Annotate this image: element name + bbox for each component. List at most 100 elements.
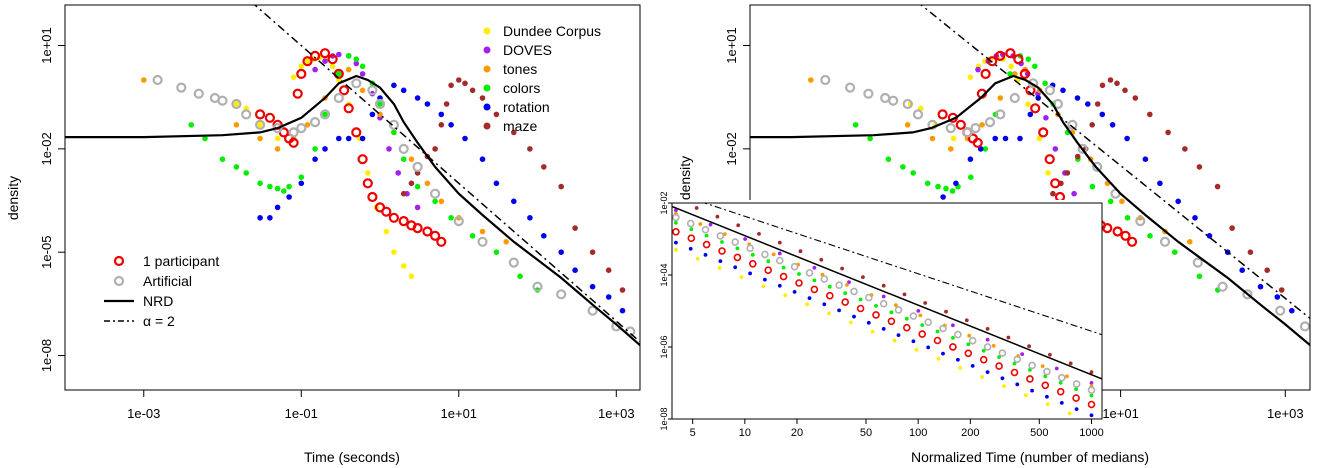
data-point	[443, 101, 450, 107]
y-tick-label: 1e-08	[39, 339, 54, 372]
data-point	[896, 333, 901, 337]
data-point	[310, 116, 321, 128]
data-point	[1316, 328, 1322, 336]
data-point	[219, 156, 226, 162]
data-point	[688, 246, 693, 251]
data-point	[257, 122, 263, 128]
data-point	[911, 339, 916, 344]
data-point	[1052, 146, 1059, 152]
data-point	[395, 170, 402, 176]
data-point	[1025, 56, 1032, 62]
left-x-axis-label: Time (seconds)	[304, 449, 400, 465]
data-point	[766, 259, 771, 264]
legend-marker	[483, 122, 491, 130]
data-point	[611, 321, 622, 332]
data-point	[718, 259, 723, 263]
data-point	[1012, 361, 1017, 366]
data-point	[910, 170, 916, 176]
data-point	[1043, 367, 1051, 376]
data-point	[462, 135, 468, 142]
data-point	[1206, 233, 1213, 239]
data-point	[605, 294, 612, 300]
data-point	[241, 109, 252, 120]
data-point	[970, 123, 981, 134]
data-point	[257, 135, 263, 142]
data-point	[926, 345, 931, 350]
data-point	[231, 98, 242, 110]
data-point	[967, 333, 972, 338]
data-point	[414, 95, 421, 101]
data-point	[717, 266, 722, 270]
data-point	[783, 293, 788, 298]
data-point	[807, 296, 812, 300]
data-point	[956, 357, 960, 362]
data-point	[1007, 71, 1013, 77]
data-point	[369, 111, 376, 118]
data-point	[735, 246, 740, 251]
data-point	[948, 146, 954, 152]
data-point	[1092, 161, 1103, 172]
data-point	[1058, 380, 1063, 385]
data-point	[424, 180, 431, 187]
data-point	[858, 297, 863, 302]
inset-plot-marks	[672, 203, 1102, 418]
data-point	[391, 249, 397, 255]
data-point	[374, 98, 386, 110]
data-point	[852, 314, 856, 319]
data-point	[672, 213, 680, 222]
legend-marker	[483, 103, 491, 111]
data-point	[916, 309, 921, 313]
data-point	[281, 188, 287, 194]
normalized-series-artificial	[820, 74, 1322, 336]
data-point	[1064, 170, 1071, 176]
data-point	[359, 87, 366, 94]
data-point	[541, 164, 547, 170]
data-point	[864, 293, 873, 302]
data-point	[1247, 249, 1254, 255]
data-point	[790, 262, 799, 271]
data-point	[1000, 376, 1005, 381]
data-point	[715, 214, 720, 219]
data-point	[954, 330, 962, 339]
x-tick-label: 1e-01	[285, 406, 318, 421]
data-point	[343, 103, 354, 114]
y-tick-label: 1e-05	[39, 236, 54, 269]
legend-label: colors	[503, 80, 540, 96]
data-point	[695, 257, 700, 261]
data-point	[619, 307, 626, 314]
data-point	[985, 337, 990, 342]
data-point	[739, 275, 744, 279]
data-point	[412, 223, 423, 234]
data-point	[935, 183, 941, 190]
data-point	[1042, 80, 1048, 87]
data-point	[1112, 226, 1123, 237]
data-point	[327, 54, 338, 65]
data-point	[718, 247, 726, 255]
data-point	[1122, 87, 1128, 94]
data-point	[840, 266, 844, 271]
data-point	[257, 180, 263, 187]
data-point	[1107, 77, 1114, 83]
data-point	[964, 349, 973, 358]
left-axes: 1e-03 1e-01 1e+01 1e+03 1e-08 1e-05 1e-02 1e+01	[39, 27, 635, 421]
inset-series-colors	[674, 220, 1094, 398]
data-point	[1028, 361, 1036, 370]
data-point	[985, 370, 990, 374]
data-point	[1239, 267, 1245, 274]
data-point	[847, 280, 851, 284]
data-point	[1044, 154, 1055, 165]
data-point	[312, 146, 318, 152]
data-point	[508, 257, 519, 268]
data-point	[1172, 249, 1178, 255]
data-point	[674, 208, 678, 213]
data-point	[1054, 191, 1066, 203]
data-point	[388, 212, 399, 223]
left-y-axis-label: density	[5, 176, 21, 220]
data-point	[733, 253, 742, 262]
data-point	[589, 249, 596, 255]
data-point	[686, 219, 695, 228]
data-point	[353, 56, 360, 62]
y-tick-label: 1e-02	[724, 132, 739, 165]
data-point	[708, 222, 713, 227]
data-point	[1025, 101, 1031, 107]
